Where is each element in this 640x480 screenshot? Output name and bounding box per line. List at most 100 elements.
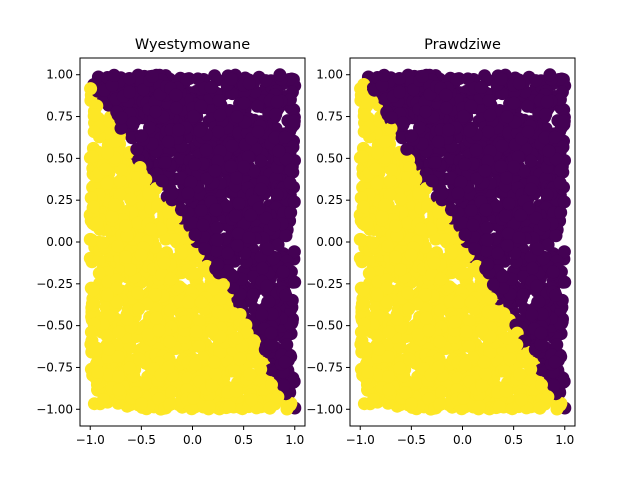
- scatter-point: [355, 150, 369, 164]
- scatter-point: [220, 199, 234, 213]
- scatter-point: [270, 95, 284, 109]
- scatter-point: [131, 286, 145, 300]
- scatter-point: [483, 346, 497, 359]
- scatter-point: [237, 96, 251, 110]
- scatter-point: [468, 242, 482, 256]
- scatter-point: [283, 176, 297, 190]
- y-tick-label: −0.25: [306, 277, 343, 291]
- scatter-point: [85, 150, 99, 164]
- scatter-point: [557, 114, 571, 128]
- panel-wyestymowane: Wyestymowane −1.0 −0.5 0.0 0.5 1.0 1.00 0.75 0…: [36, 37, 306, 447]
- scatter-point: [193, 124, 207, 138]
- scatter-point: [111, 350, 125, 364]
- scatter-point: [354, 325, 368, 339]
- scatter-point: [212, 94, 226, 107]
- x-tick-label: 0.0: [183, 433, 202, 447]
- scatter-point: [231, 227, 245, 241]
- scatter-point: [480, 233, 494, 247]
- scatter-point: [124, 263, 137, 277]
- scatter-point: [370, 176, 384, 190]
- scatter-point: [411, 328, 425, 342]
- scatter-point: [284, 163, 298, 177]
- scatter-point: [390, 229, 404, 242]
- scatter-point: [431, 135, 445, 149]
- scatter-point: [532, 295, 546, 309]
- y-tick-label: 1.00: [46, 68, 73, 82]
- scatter-point: [242, 77, 256, 90]
- scatter-point: [100, 176, 114, 190]
- scatter-point: [166, 217, 179, 231]
- scatter-point: [152, 323, 166, 337]
- scatter-point: [105, 78, 119, 92]
- scatter-point: [266, 252, 280, 266]
- scatter-point: [541, 238, 555, 252]
- scatter-point: [407, 83, 420, 97]
- scatter-point: [558, 275, 572, 289]
- scatter-point: [405, 397, 418, 411]
- scatter-point: [211, 125, 225, 139]
- scatter-point: [455, 402, 469, 416]
- scatter-point: [232, 197, 246, 210]
- scatter-point: [158, 156, 172, 169]
- scatter-point: [382, 383, 396, 397]
- scatter-point: [161, 360, 175, 374]
- x-tick-label: 1.0: [555, 433, 574, 447]
- scatter-point: [264, 337, 278, 351]
- scatter-point: [199, 143, 213, 157]
- panel-title: Wyestymowane: [135, 37, 250, 53]
- scatter-point: [173, 151, 187, 165]
- scatter-point: [490, 199, 504, 213]
- x-tick-label: −1.0: [346, 433, 375, 447]
- y-axis-ticks: 1.00 0.75 0.50 0.25 0.00 −0.25 −0.50 −0.75 −1.00: [306, 68, 350, 416]
- x-axis-ticks: −1.0 −0.5 0.0 0.5 1.0: [346, 426, 574, 447]
- scatter-point: [394, 263, 407, 277]
- scatter-point: [458, 357, 472, 371]
- scatter-point: [224, 72, 238, 86]
- scatter-point: [413, 121, 426, 135]
- scatter-point: [187, 391, 200, 405]
- scatter-point: [499, 384, 513, 398]
- scatter-point: [110, 281, 124, 295]
- scatter-point: [381, 350, 395, 364]
- scatter-point: [169, 88, 183, 102]
- scatter-point: [287, 114, 301, 128]
- scatter-point: [360, 356, 374, 370]
- scatter-point: [224, 160, 238, 173]
- scatter-point: [102, 342, 116, 356]
- scatter-point: [385, 111, 398, 125]
- scatter-point: [393, 85, 406, 99]
- scatter-point: [113, 174, 127, 188]
- scatter-point: [100, 368, 114, 382]
- scatter-point: [287, 375, 300, 389]
- scatter-point: [92, 253, 106, 267]
- scatter-point: [409, 173, 423, 186]
- scatter-point: [481, 258, 494, 271]
- scatter-point: [175, 246, 189, 260]
- scatter-point: [261, 242, 275, 256]
- scatter-point: [152, 392, 166, 406]
- scatter-point: [557, 375, 570, 389]
- scatter-point: [107, 68, 121, 82]
- scatter-point: [507, 160, 521, 174]
- scatter-point: [554, 163, 568, 177]
- scatter-point: [438, 233, 452, 247]
- scatter-point: [163, 397, 177, 411]
- scatter-point: [503, 352, 517, 366]
- scatter-point: [478, 367, 492, 381]
- scatter-point: [165, 187, 179, 201]
- scatter-point: [262, 295, 276, 309]
- scatter-point: [263, 401, 277, 415]
- y-tick-label: 0.50: [316, 151, 343, 165]
- scatter-point: [256, 261, 269, 275]
- scatter-point: [251, 99, 264, 113]
- scatter-point: [145, 69, 159, 83]
- scatter-point: [227, 307, 241, 321]
- scatter-point: [268, 131, 282, 145]
- scatter-point: [88, 108, 102, 122]
- scatter-point: [205, 323, 219, 337]
- scatter-point: [517, 164, 531, 178]
- scatter-point: [278, 130, 292, 144]
- scatter-points: [83, 68, 302, 416]
- scatter-point: [470, 172, 484, 185]
- scatter-point: [439, 101, 453, 115]
